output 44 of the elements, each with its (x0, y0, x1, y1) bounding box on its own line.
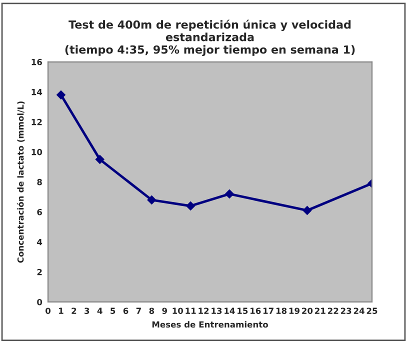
x-tick-label: 12 (198, 308, 209, 314)
x-tick-label: 1 (59, 308, 64, 314)
x-tick-label: 4 (97, 308, 102, 314)
x-tick-label: 15 (238, 308, 248, 314)
x-tick-label: 18 (276, 308, 287, 314)
x-tick-label: 23 (340, 308, 352, 314)
point (302, 206, 312, 215)
y-axis-title: Concentración de lactato (mmol/L) (16, 101, 25, 263)
y-tick-label: 14 (32, 89, 42, 96)
x-tick-label: 21 (315, 308, 326, 314)
point (225, 190, 234, 198)
point (186, 202, 196, 210)
x-tick-label: 19 (289, 308, 300, 314)
y-tick-label: 0 (37, 298, 42, 306)
x-tick-label: 22 (328, 308, 338, 314)
y-tick-label: 4 (37, 239, 42, 246)
x-tick-label: 6 (123, 308, 128, 314)
x-tick-label: 9 (162, 308, 168, 314)
x-tick-label: 0 (46, 308, 51, 314)
x-tick-label: 13 (212, 308, 222, 314)
y-tick-label: 8 (37, 178, 42, 186)
point (56, 90, 66, 100)
x-tick-label: 17 (263, 308, 274, 314)
x-tick-label: 16 (250, 308, 261, 314)
x-tick-label: 14 (224, 308, 235, 314)
x-tick-label: 11 (186, 308, 196, 314)
x-axis-title: Meses de Entrenamiento (152, 321, 268, 328)
x-tick-label: 2 (72, 308, 76, 314)
chart-title: Test de 400m de repetición única y velocidad estandarizada (tiempo 4:35, 95% mejor tiempo en semana 1) (65, 20, 355, 56)
x-tick-label: 20 (302, 308, 313, 314)
y-tick-label: 10 (32, 148, 42, 156)
y-tick-label: 2 (37, 268, 42, 276)
point (95, 154, 104, 164)
x-tick-label: 3 (84, 308, 90, 314)
x-tick-label: 7 (136, 308, 141, 314)
y-tick-label: 6 (37, 208, 42, 216)
x-tick-label: 24 (354, 308, 364, 314)
x-tick-label: 10 (172, 308, 184, 314)
x-tick-label: 8 (149, 308, 154, 314)
y-tick-label: 16 (32, 58, 42, 66)
point (147, 196, 156, 204)
x-tick-label: 5 (110, 308, 116, 314)
y-tick-label: 12 (32, 118, 42, 126)
x-tick-label: 25 (366, 308, 378, 314)
